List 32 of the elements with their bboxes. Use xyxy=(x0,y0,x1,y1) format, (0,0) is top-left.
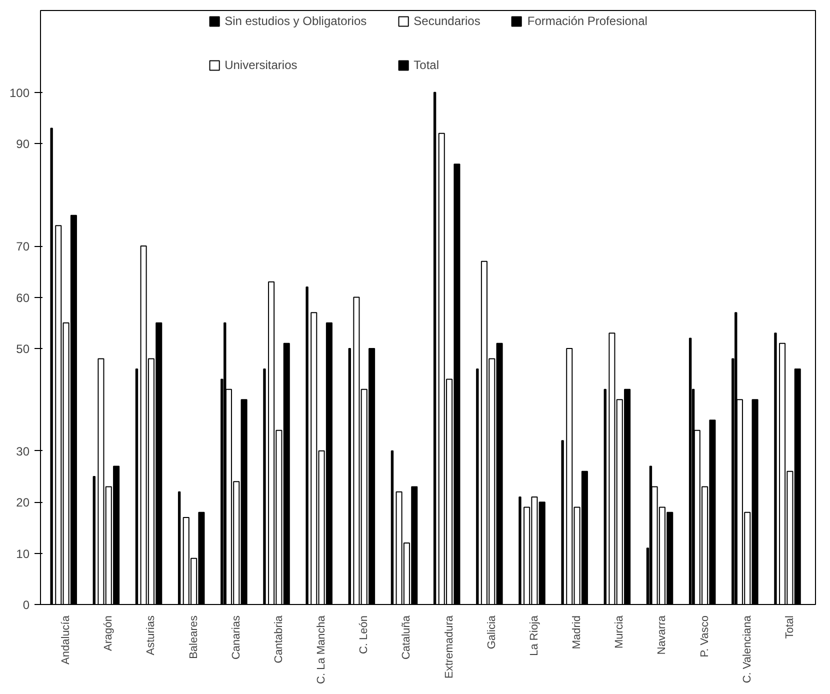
x-tick-label: P. Vasco xyxy=(698,615,711,658)
legend-label: Formación Profesional xyxy=(527,14,648,28)
x-tick-label: Navarra xyxy=(656,614,668,655)
x-tick-label: Madrid xyxy=(571,616,584,650)
x-tick-label: C. León xyxy=(358,615,370,654)
legend-label: Universitarios xyxy=(224,58,298,72)
y-tick-label: 50 xyxy=(16,342,30,356)
y-tick-label: 100 xyxy=(9,86,30,100)
x-tick-label: Baleares xyxy=(188,615,200,659)
x-tick-label: Murcia xyxy=(614,614,626,649)
y-tick-label: 30 xyxy=(16,444,30,458)
legend-label: Sin estudios y Obligatorios xyxy=(224,14,367,28)
y-tick-label: 90 xyxy=(16,137,30,152)
legend-label: Secundarios xyxy=(414,14,480,28)
x-tick-label: Canarias xyxy=(230,615,242,660)
y-tick-label: 10 xyxy=(16,546,30,561)
x-tick-label: La Rioja xyxy=(528,614,540,656)
y-tick-label: 20 xyxy=(16,496,30,510)
x-tick-label: C. La Mancha xyxy=(316,614,328,684)
x-tick-label: Asturias xyxy=(145,615,158,656)
y-tick-label: 70 xyxy=(16,240,30,254)
x-tick-label: Extremadura xyxy=(443,614,456,678)
x-tick-label: Aragón xyxy=(102,615,115,651)
legend-label: Total xyxy=(414,58,440,72)
x-tick-label: C. Valenciana xyxy=(741,614,754,684)
x-tick-label: Total xyxy=(784,615,796,639)
y-tick-label: 60 xyxy=(16,290,30,305)
x-tick-label: Galicia xyxy=(486,614,498,650)
x-tick-label: Cantabria xyxy=(272,614,285,664)
x-tick-label: Cataluña xyxy=(400,614,413,660)
y-tick-label: 0 xyxy=(22,598,30,612)
x-tick-label: Andalucía xyxy=(60,614,72,664)
